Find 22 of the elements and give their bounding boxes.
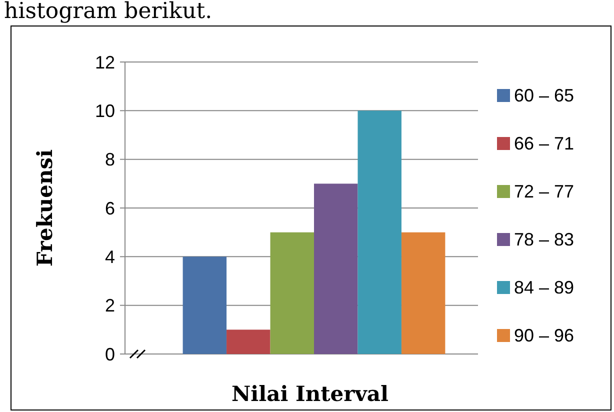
legend-label: 78 – 83 — [514, 229, 574, 250]
bar — [314, 184, 358, 354]
y-tick-label: 12 — [94, 52, 115, 72]
legend-label: 72 – 77 — [514, 181, 574, 202]
x-axis-title: Nilai Interval — [231, 381, 389, 406]
legend-label: 90 – 96 — [514, 325, 574, 346]
bar — [358, 110, 402, 354]
y-tick-label: 0 — [104, 344, 115, 364]
y-tick-label: 8 — [104, 150, 115, 170]
y-tick-label: 10 — [94, 100, 115, 121]
legend-label: 84 – 89 — [514, 277, 574, 298]
legend-label: 60 – 65 — [514, 85, 574, 106]
y-tick-label: 4 — [104, 246, 115, 267]
legend-label: 66 – 71 — [514, 133, 574, 154]
bar — [226, 330, 270, 354]
y-tick-label: 6 — [104, 198, 115, 218]
text: histogram berikut. — [4, 0, 212, 24]
y-tick-label: 2 — [104, 296, 115, 316]
bar — [182, 256, 227, 354]
bar — [401, 232, 446, 354]
bar — [270, 232, 314, 354]
y-axis-title: Frekuensi — [32, 149, 57, 267]
